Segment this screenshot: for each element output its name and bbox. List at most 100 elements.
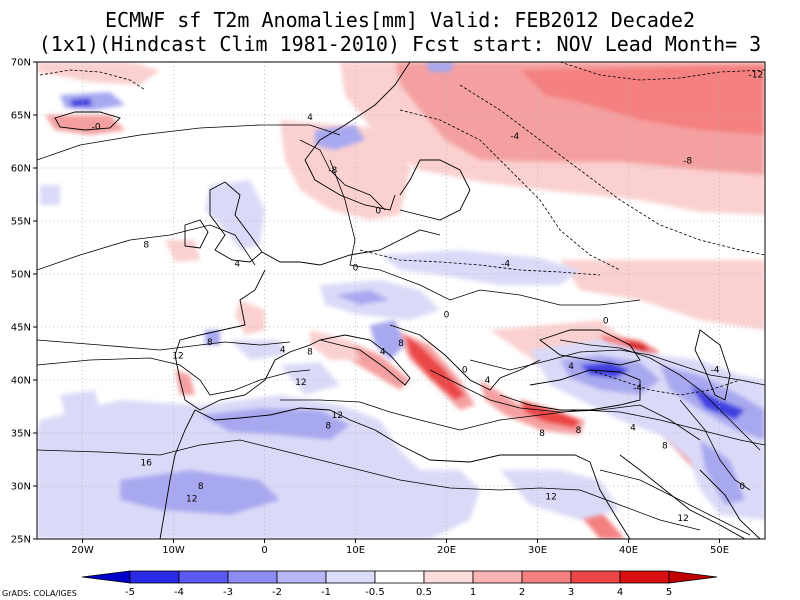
contour-8-iberia-north (37, 339, 291, 351)
lon-tick-label: 10W (162, 545, 185, 556)
contour-16-africa (37, 439, 701, 531)
coastline-western-europe (261, 229, 441, 266)
coastline-red-sea (589, 461, 631, 539)
lat-tick-label: 55N (11, 217, 31, 228)
contour-8-west (37, 224, 256, 271)
colorbar-label: -2 (272, 587, 282, 598)
contour-neg4-central (359, 249, 601, 276)
colorbar-segment (619, 570, 670, 584)
contour-label: 0 (375, 206, 381, 216)
contour-label: -4 (501, 259, 510, 269)
contour-12-iberia (37, 357, 311, 396)
lat-tick-label: 60N (11, 164, 31, 175)
colorbar-label: 4 (617, 587, 623, 598)
coastline-turkey (499, 369, 641, 411)
contour-label: 8 (143, 240, 149, 250)
lat-tick-label: 50N (11, 270, 31, 281)
colorbar-left-arrow (81, 570, 131, 584)
coastline-caspian (694, 329, 731, 401)
lat-tick-label: 40N (11, 376, 31, 387)
contour-label: -8 (328, 166, 337, 176)
contour-label: 8 (662, 442, 668, 452)
contour-label: 12 (295, 378, 306, 388)
contour-label: 8 (576, 426, 582, 436)
contour-label: -0 (92, 123, 101, 133)
lat-tick-label: 45N (11, 323, 31, 334)
lon-tick-label: 30E (528, 545, 547, 556)
coastline-arabia (619, 454, 746, 539)
contour-8-turkey (429, 369, 701, 441)
contour-label: 0 (462, 365, 468, 375)
title-line-2: (1x1)(Hindcast Clim 1981-2010) Fcst star… (39, 32, 761, 56)
contour-neg12-north (559, 62, 765, 81)
colorbar-label: -5 (125, 587, 135, 598)
contour-label: 8 (325, 422, 331, 432)
lat-tick-label: 25N (11, 535, 31, 546)
lon-tick-label: 10E (346, 545, 365, 556)
colorbar-label: -4 (174, 587, 184, 598)
warm-region-scandinavia (37, 62, 410, 220)
colorbar-label: 2 (519, 587, 525, 598)
contour-label: 0 (353, 264, 359, 274)
colorbar-segment (276, 570, 327, 584)
coastline-north-africa (194, 407, 591, 463)
map-frame (36, 61, 766, 540)
coastline-iceland (54, 111, 121, 131)
contour-label: 0 (739, 482, 745, 492)
contour-label: 0 (444, 310, 450, 320)
warm-region-northeast (340, 62, 765, 380)
contour-label: 4 (307, 113, 313, 123)
contour-label: 4 (380, 347, 386, 357)
contour-12-med (280, 399, 765, 446)
colorbar-label: 3 (568, 587, 574, 598)
grads-credit: GrADS: COLA/IGES (2, 589, 77, 598)
contour-4-north (37, 124, 341, 161)
lat-tick-label: 30N (11, 482, 31, 493)
coastline-balkans (389, 324, 541, 391)
colorbar-segment (521, 570, 572, 584)
contour-label: -8 (683, 157, 692, 167)
colorbar-segment (374, 570, 425, 584)
colorbar-segment (570, 570, 621, 584)
colorbar-right-arrow (668, 570, 718, 584)
contour-label: 12 (172, 352, 183, 362)
contour-label: 12 (186, 495, 197, 505)
lon-tick-label: 20W (71, 545, 94, 556)
colorbar-label: 0.5 (416, 587, 432, 598)
contour-label: 4 (280, 345, 286, 355)
lat-tick-label: 65N (11, 111, 31, 122)
coastline-baltic (399, 159, 471, 221)
lon-tick-label: 40E (619, 545, 638, 556)
colorbar-segment (178, 570, 229, 584)
contour-0-central (329, 159, 641, 306)
contour-label: 16 (140, 459, 152, 469)
contour-4-turkey (469, 349, 765, 386)
longitude-tick-labels: 20W 10W 0 10E 20E 30E 40E 50E (71, 539, 729, 556)
contour-label: 8 (207, 338, 213, 348)
coastline-italy (319, 334, 411, 386)
colorbar: -5 -4 -3 -2 -1 -0.5 0.5 1 2 3 4 5 (81, 570, 718, 598)
contour-label: 4 (234, 259, 240, 269)
contour-neg8-iceland (39, 69, 146, 91)
coastlines (54, 62, 761, 539)
contour-label: -4 (633, 383, 642, 393)
contour-label: -12 (749, 71, 764, 81)
lon-tick-label: 20E (437, 545, 456, 556)
contour-label: 8 (198, 482, 204, 492)
contour-label: 12 (545, 493, 556, 503)
colorbar-label: -1 (321, 587, 331, 598)
lat-tick-label: 35N (11, 429, 31, 440)
title-line-1: ECMWF sf T2m Anomalies[mm] Valid: FEB201… (105, 8, 695, 32)
contour-lines (37, 124, 765, 536)
colorbar-label: 1 (470, 587, 476, 598)
dashed-contour-lines (39, 62, 765, 396)
contour-label: 8 (307, 347, 313, 357)
coastline-france-iberia (174, 269, 321, 411)
colorbar-segment (227, 570, 278, 584)
colorbar-segment (129, 570, 180, 584)
contour-label: -4 (510, 132, 519, 142)
colorbar-label: -3 (223, 587, 233, 598)
latitude-tick-labels: 25N 30N 35N 40N 45N 50N 55N 60N 65N 70N (11, 58, 37, 546)
